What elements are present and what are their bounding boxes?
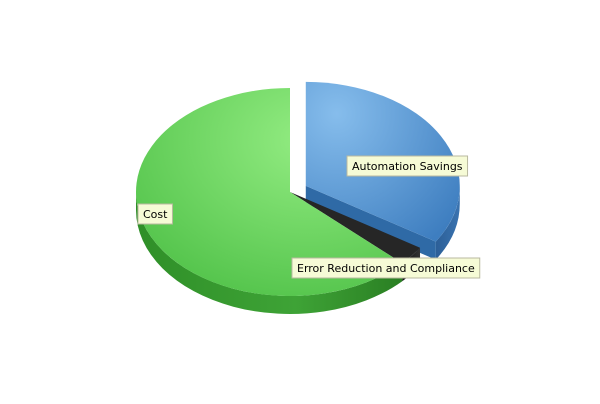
data-label-box — [291, 257, 481, 279]
data-label-0: Automation Savings — [346, 155, 469, 177]
data-label-box — [137, 203, 173, 225]
data-label-text: Error Reduction and Compliance — [297, 262, 475, 275]
slice-side-2 — [136, 192, 403, 314]
slice-1 — [290, 192, 421, 264]
data-label-text: Cost — [143, 208, 168, 221]
data-label-1: Error Reduction and Compliance — [291, 257, 481, 279]
data-label-2: Cost — [137, 203, 173, 225]
data-label-box — [346, 155, 469, 177]
data-label-text: Automation Savings — [352, 160, 463, 173]
slice-2 — [136, 87, 403, 296]
slice-side-0 — [435, 185, 460, 260]
